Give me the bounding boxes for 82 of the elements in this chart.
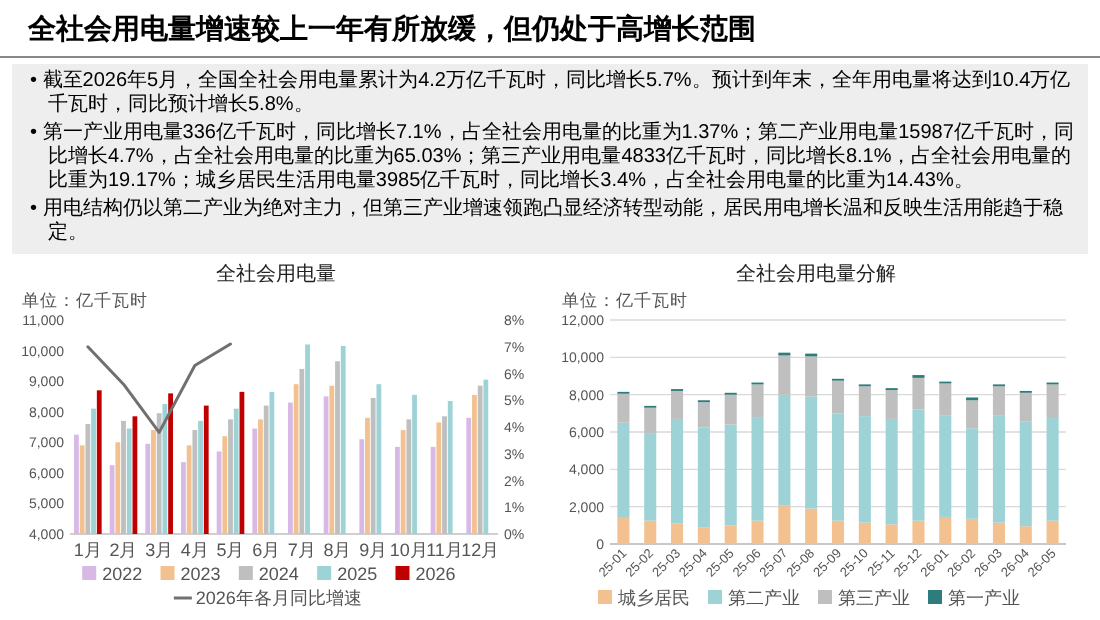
legend-label: 第三产业 [838, 588, 910, 608]
bar [697, 527, 710, 544]
bar [912, 520, 925, 544]
bar [724, 394, 737, 425]
bar [939, 415, 952, 517]
bar [671, 418, 684, 524]
x-tick-label: 4月 [180, 540, 209, 560]
bar [778, 355, 791, 395]
bar [912, 409, 925, 521]
x-tick-label: 1月 [73, 540, 102, 560]
x-tick-label: 6月 [252, 540, 281, 560]
bar [617, 422, 630, 518]
x-tick-label: 11月 [426, 540, 463, 560]
bar [966, 518, 979, 544]
bar [1019, 526, 1032, 544]
bar [644, 520, 657, 544]
line-series [86, 342, 232, 434]
bar [751, 520, 764, 544]
text: 单位：亿千瓦时 [22, 290, 148, 310]
x-tick-label: 10月 [389, 540, 428, 560]
bar [805, 508, 818, 544]
bar [939, 516, 952, 544]
bar [885, 418, 898, 525]
bar [966, 428, 979, 519]
chart-title: 全社会用电量分解 [736, 262, 896, 286]
bar [831, 380, 845, 414]
legend-label: 2022 [102, 564, 143, 584]
x-tick-label: 9月 [359, 540, 388, 560]
bar [724, 424, 737, 526]
x-tick-label: 7月 [287, 540, 316, 560]
bar [1019, 421, 1032, 527]
bar [805, 356, 818, 397]
text: • 第一产业用电量336亿千瓦时，同比增长7.1%，占全社会用电量的比重为1.37%；第二产业用电量15987亿千瓦时，同比增长4.7%，占全社会用电量的比重为65.03%；第三产业用电量4833亿千瓦时，同比增长8.1%，占全社会用电量的比重为19.17%；城乡居民生活用电量3985亿千瓦时，同比增长3.4%，占全社会用电量的比重为14.43%。 [30, 122, 1076, 194]
bar [966, 400, 979, 429]
bar [1046, 418, 1059, 521]
bar [831, 520, 845, 544]
bar [858, 386, 871, 417]
bar [992, 522, 1005, 544]
bar [1046, 384, 1059, 418]
bar [751, 417, 764, 521]
bar [939, 383, 952, 416]
bar [697, 427, 710, 528]
bar [671, 523, 684, 544]
legend-label: 第二产业 [728, 588, 800, 608]
x-tick-label: 8月 [323, 540, 352, 560]
legend-label: 第一产业 [948, 588, 1020, 608]
bar [778, 394, 791, 506]
bar [644, 407, 657, 434]
x-tick-label: 12月 [461, 540, 500, 560]
bar [912, 377, 925, 410]
legend-label: 城乡居民 [616, 588, 690, 608]
legend-label: 2026年各月同比增速 [195, 588, 362, 608]
bar [644, 433, 657, 521]
text: 单位：亿千瓦时 [562, 290, 688, 310]
bar [1019, 392, 1032, 422]
x-tick-label: 2月 [109, 540, 138, 560]
bar [831, 413, 845, 521]
bar [805, 396, 818, 509]
legend-label: 2023 [180, 564, 221, 584]
bar [778, 505, 791, 544]
text: 全社会用电量增速较上一年有所放缓，但仍处于高增长范围 [26, 10, 758, 48]
bar [617, 393, 630, 423]
bar [697, 402, 710, 428]
bar [885, 390, 898, 419]
legend-label: 2024 [258, 564, 299, 584]
legend-label: 2026 [415, 564, 456, 584]
bar [858, 416, 871, 523]
bar [617, 517, 630, 544]
bar [858, 522, 871, 544]
bar [1046, 520, 1059, 544]
bar [885, 524, 898, 544]
text: • 用电结构仍以第二产业为绝对主力，但第三产业增速领跑凸显经济转型动能，居民用电增长温和反映生活用能趋于稳定。 [30, 198, 1065, 246]
text: • 截至2026年5月，全国全社会用电量累计为4.2万亿千瓦时，同比增长5.7%。预计到年末，全年用电量将达到10.4万亿千瓦时，同比预计增长5.8%。 [30, 70, 1073, 118]
legend-label: 2025 [337, 564, 378, 584]
x-tick-label: 3月 [145, 540, 174, 560]
x-tick-label: 5月 [216, 540, 245, 560]
bar [992, 386, 1005, 416]
bar [751, 384, 764, 418]
bar [992, 415, 1005, 523]
bar [671, 390, 684, 419]
chart-title: 全社会用电量 [216, 262, 336, 286]
bar [724, 525, 737, 544]
